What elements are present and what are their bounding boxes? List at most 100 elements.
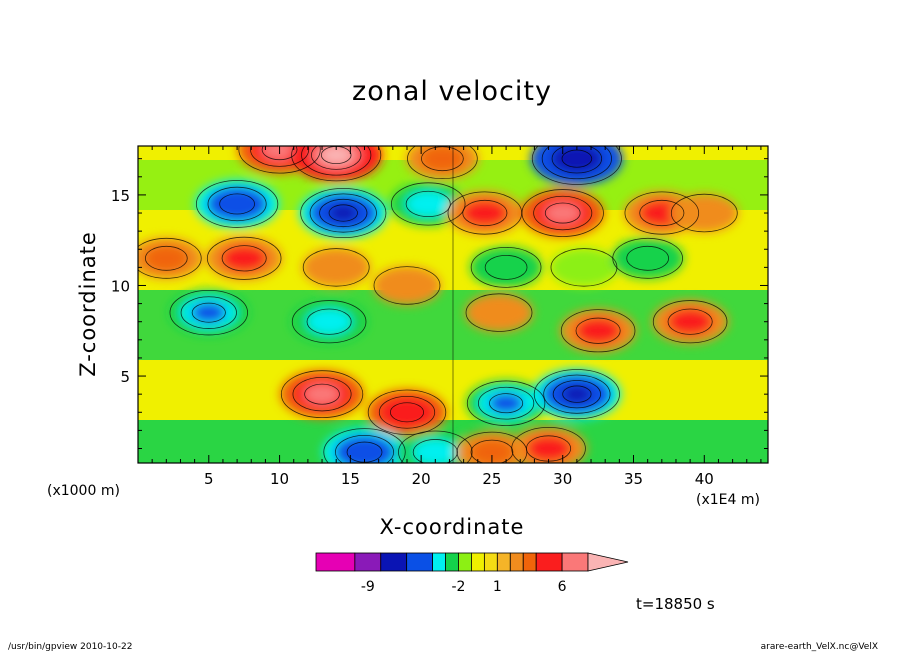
- x-unit-note: (x1000 m): [47, 483, 120, 499]
- field-cell: [412, 439, 459, 463]
- footer-file: arare-earth_VelX.nc@VelX: [760, 642, 878, 652]
- contour-line: [302, 248, 370, 287]
- contour-line: [390, 182, 466, 226]
- contour-line: [533, 195, 593, 231]
- contour-line: [466, 380, 546, 426]
- contour-line: [238, 146, 321, 174]
- colorbar-segment: [561, 552, 589, 572]
- colorbar-extend-arrow: [587, 552, 629, 572]
- contour-line: [560, 309, 636, 353]
- contour-line: [551, 146, 603, 174]
- field-cell: [484, 255, 528, 280]
- contour-line: [456, 431, 528, 463]
- contour-line: [306, 308, 352, 335]
- contour-line: [407, 146, 478, 180]
- field-cell: [191, 302, 226, 323]
- contour-line: [292, 376, 352, 412]
- colorbar-segment: [380, 552, 408, 572]
- contour-line: [552, 380, 601, 409]
- contour-line: [280, 370, 364, 419]
- contour-line: [421, 146, 464, 172]
- contour-line: [470, 246, 542, 288]
- field-cell: [562, 385, 592, 403]
- x-unit-note-2: (x1E4 m): [696, 492, 760, 508]
- contour-line: [323, 428, 406, 463]
- contour-line: [180, 296, 237, 329]
- contour-line: [206, 236, 282, 280]
- field-cell: [667, 308, 713, 335]
- contour-line: [335, 434, 395, 463]
- field-cell: [346, 441, 383, 463]
- y-tick-label: 15: [111, 187, 130, 205]
- contour-line: [250, 146, 310, 167]
- field-cell: [626, 245, 670, 271]
- contour-line: [533, 369, 620, 420]
- y-tick-label: 5: [120, 368, 130, 386]
- contour-line: [389, 402, 425, 423]
- field-cell: [549, 247, 618, 287]
- colorbar-label: 1: [493, 579, 502, 595]
- contour-line: [521, 189, 604, 237]
- footer-command: /usr/bin/gpview 2010-10-22: [8, 642, 133, 652]
- field-cell: [462, 199, 508, 227]
- contour-line: [470, 439, 514, 463]
- contour-line: [462, 199, 508, 227]
- contour-line: [261, 146, 298, 161]
- time-label: t=18850 s: [636, 595, 715, 613]
- x-tick-label: 30: [553, 470, 572, 488]
- plot-frame: [137, 145, 769, 464]
- colorbar-label: -9: [361, 579, 375, 595]
- field-cell: [304, 383, 341, 405]
- field-cell: [306, 308, 352, 335]
- x-tick-label: 25: [482, 470, 501, 488]
- field-cell: [221, 245, 267, 272]
- contour-line: [373, 266, 441, 305]
- contour-line: [291, 146, 382, 182]
- colorbar-label: -2: [451, 579, 465, 595]
- contour-line: [465, 293, 533, 332]
- contour-line: [626, 245, 670, 271]
- contour-line: [138, 237, 202, 279]
- field-cell: [670, 193, 739, 233]
- contour-line: [378, 395, 436, 429]
- contour-line: [670, 193, 738, 233]
- x-tick-label: 35: [624, 470, 643, 488]
- field-cell: [328, 204, 358, 222]
- contour-line: [169, 289, 248, 336]
- field-cell: [561, 149, 593, 168]
- x-axis-label: X-coordinate: [379, 515, 525, 539]
- colorbar-segment: [483, 552, 498, 572]
- y-tick-label: 10: [111, 277, 130, 295]
- colorbar-segment: [406, 552, 433, 572]
- field-cell: [320, 146, 352, 164]
- contour-line: [291, 300, 367, 344]
- contour-line: [562, 385, 592, 403]
- x-tick-label: 15: [341, 470, 360, 488]
- contour-line: [531, 146, 622, 185]
- colorbar-segment: [432, 552, 446, 572]
- colorbar-segment: [509, 552, 524, 572]
- contour-line: [191, 302, 226, 323]
- contour-line: [484, 254, 528, 280]
- contour-line: [544, 202, 581, 224]
- contour-line: [477, 386, 535, 420]
- colorbar-segment: [535, 552, 563, 572]
- contour-line: [207, 186, 267, 222]
- contour-line: [304, 383, 340, 405]
- contour-line: [328, 204, 358, 222]
- contour-line: [667, 308, 713, 335]
- field-cell: [525, 435, 572, 462]
- contour-line: [543, 374, 611, 414]
- y-axis-label: Z-coordinate: [76, 231, 100, 377]
- field-cell: [470, 439, 514, 463]
- colorbar-segment: [315, 552, 356, 572]
- field-cell: [488, 393, 524, 414]
- x-tick-label: 5: [204, 470, 214, 488]
- colorbar-label: 6: [558, 579, 567, 595]
- colorbar-segment: [471, 552, 485, 572]
- contour-line: [612, 237, 683, 279]
- contour-line: [412, 439, 458, 463]
- field-cell: [219, 193, 256, 215]
- contour-line: [195, 180, 279, 228]
